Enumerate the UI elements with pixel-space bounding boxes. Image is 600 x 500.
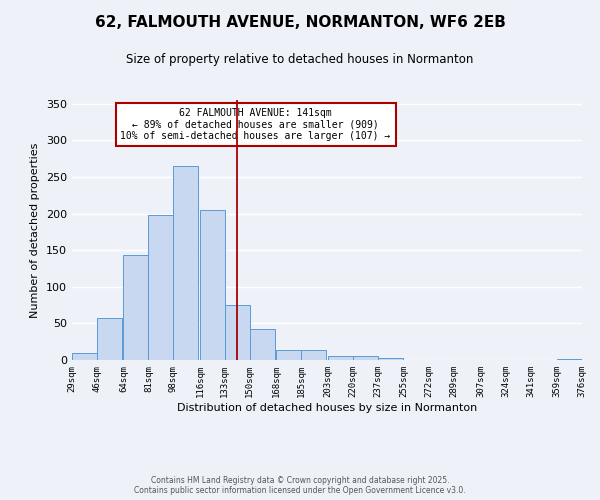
Text: Contains HM Land Registry data © Crown copyright and database right 2025.
Contai: Contains HM Land Registry data © Crown c… (134, 476, 466, 495)
Bar (148, 215, 173, 360)
X-axis label: Distribution of detached houses by size in Normanton: Distribution of detached houses by size … (177, 402, 477, 412)
Bar (557, 358, 582, 360)
Bar (97, 318, 122, 360)
Bar (250, 329, 275, 360)
Text: 62 FALMOUTH AVENUE: 141sqm
← 89% of detached houses are smaller (909)
10% of sem: 62 FALMOUTH AVENUE: 141sqm ← 89% of deta… (121, 108, 391, 141)
Bar (276, 350, 301, 360)
Y-axis label: Number of detached properties: Number of detached properties (31, 142, 40, 318)
Bar (124, 254, 148, 360)
Bar (378, 358, 403, 360)
Bar (225, 305, 250, 360)
Bar (328, 356, 353, 360)
Bar (173, 166, 199, 360)
Bar (72, 352, 97, 360)
Bar (353, 356, 378, 360)
Text: 62, FALMOUTH AVENUE, NORMANTON, WF6 2EB: 62, FALMOUTH AVENUE, NORMANTON, WF6 2EB (95, 15, 505, 30)
Bar (301, 350, 326, 360)
Text: Size of property relative to detached houses in Normanton: Size of property relative to detached ho… (127, 52, 473, 66)
Bar (200, 210, 225, 360)
